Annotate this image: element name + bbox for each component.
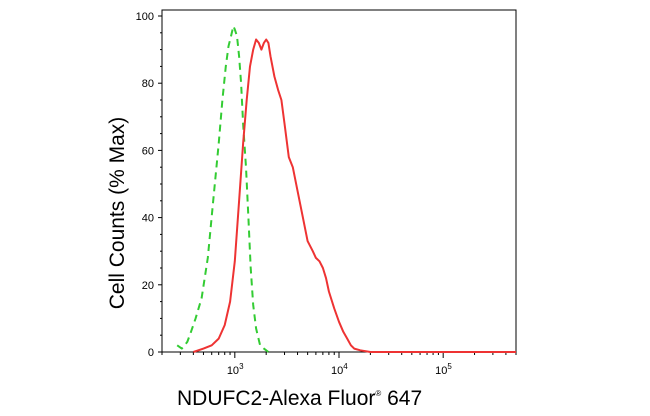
y-tick-label: 60: [142, 145, 154, 157]
plot-border: [161, 9, 517, 353]
series-layer: [176, 25, 516, 353]
x-axis-title-suffix: 647: [381, 387, 422, 410]
x-tick-label: 105: [435, 362, 452, 377]
x-axis-title-main: NDUFC2-Alexa Fluor: [177, 387, 375, 410]
y-tick-label: 100: [136, 11, 154, 23]
x-tick-label: 104: [331, 362, 348, 377]
y-axis-title: Cell Counts (% Max): [106, 117, 129, 310]
series-line-2: [193, 38, 516, 353]
x-tick-label: 103: [227, 362, 244, 377]
x-axis-title-superscript: ®: [375, 389, 381, 398]
x-axis-title: NDUFC2-Alexa Fluor® 647: [177, 387, 422, 410]
y-tick-label: 0: [148, 347, 154, 359]
y-tick-label: 80: [142, 78, 154, 90]
y-tick-label: 20: [142, 280, 154, 292]
y-tick-label: 40: [142, 213, 154, 225]
series-line-1: [176, 25, 270, 353]
x-axis-ticks: 103 104 105: [161, 352, 517, 377]
plot-frame: [161, 9, 517, 353]
y-axis-ticks: 0 20 40 60 80 100: [136, 11, 162, 359]
